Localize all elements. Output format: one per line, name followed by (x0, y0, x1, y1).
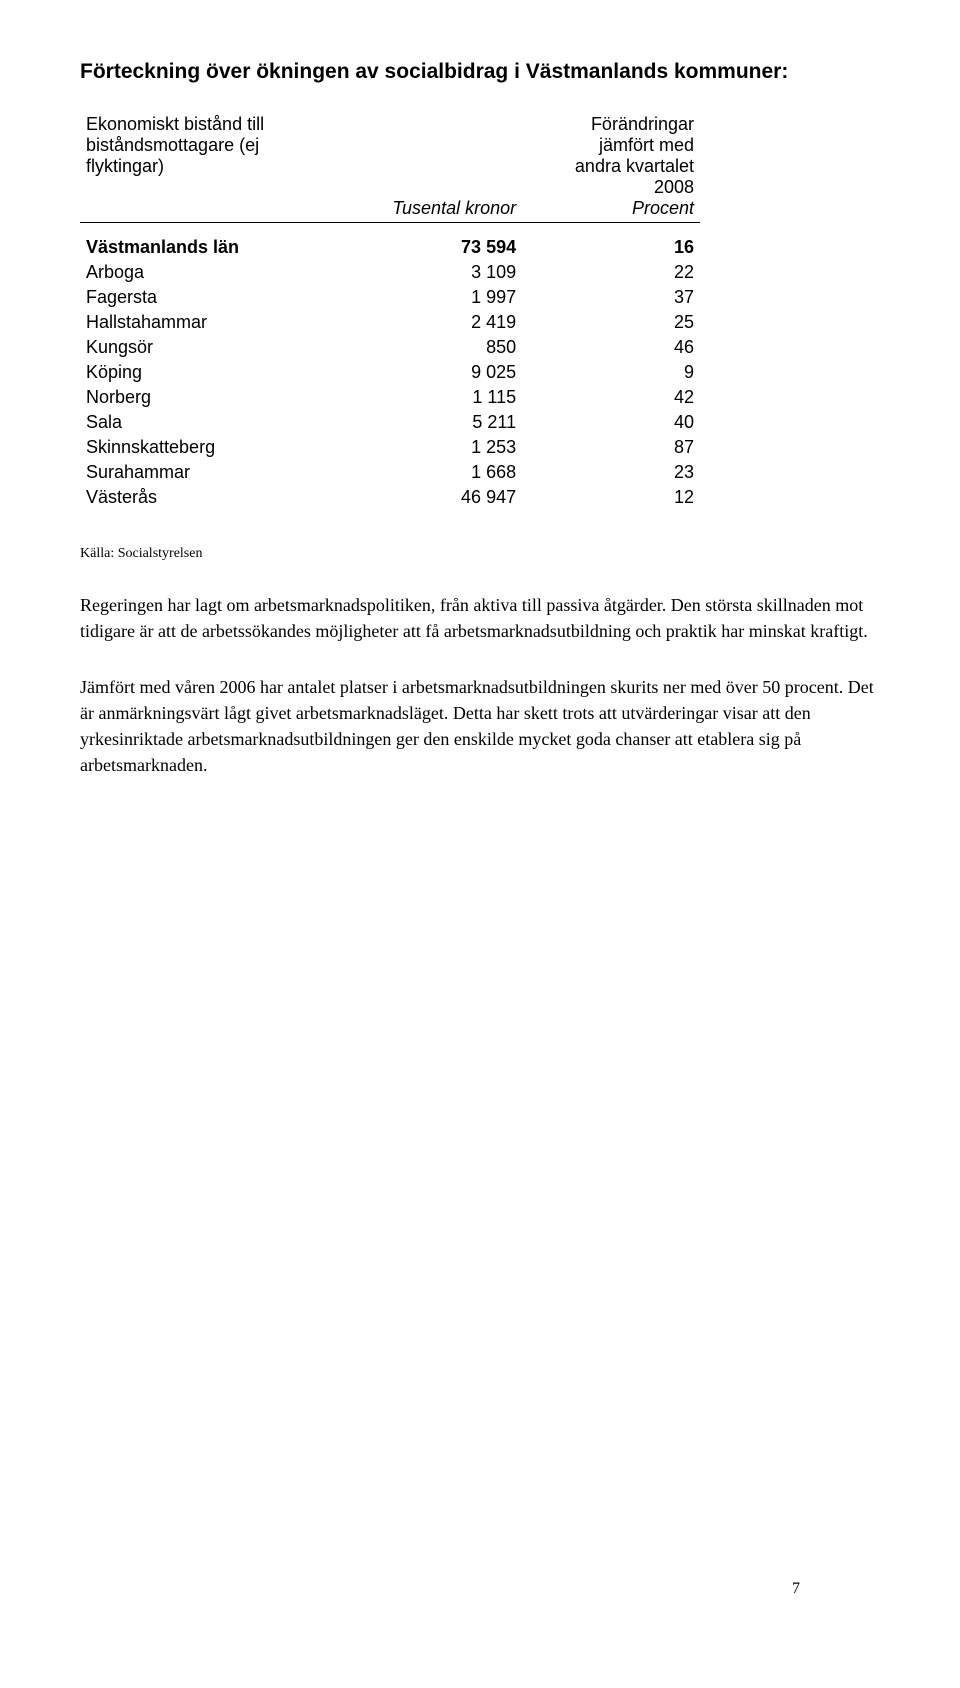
row-value-2: 16 (522, 235, 700, 260)
row-value-2: 42 (522, 385, 700, 410)
row-value-1: 73 594 (338, 235, 522, 260)
row-value-2: 22 (522, 260, 700, 285)
row-value-2: 87 (522, 435, 700, 460)
row-value-1: 2 419 (338, 310, 522, 335)
row-value-1: 1 997 (338, 285, 522, 310)
row-value-2: 37 (522, 285, 700, 310)
row-value-1: 9 025 (338, 360, 522, 385)
row-name: Köping (80, 360, 338, 385)
paragraph-2: Jämfört med våren 2006 har antalet plats… (80, 674, 880, 778)
table-row: Västmanlands län73 59416 (80, 235, 700, 260)
row-value-1: 1 668 (338, 460, 522, 485)
row-value-2: 46 (522, 335, 700, 360)
table-row: Hallstahammar2 41925 (80, 310, 700, 335)
row-name: Norberg (80, 385, 338, 410)
table-row: Arboga3 10922 (80, 260, 700, 285)
page-number: 7 (792, 1580, 800, 1598)
table-row: Skinnskatteberg1 25387 (80, 435, 700, 460)
row-value-2: 40 (522, 410, 700, 435)
row-value-1: 850 (338, 335, 522, 360)
row-name: Sala (80, 410, 338, 435)
row-name: Arboga (80, 260, 338, 285)
row-name: Skinnskatteberg (80, 435, 338, 460)
row-name: Västmanlands län (80, 235, 338, 260)
row-value-2: 25 (522, 310, 700, 335)
row-name: Kungsör (80, 335, 338, 360)
row-value-1: 5 211 (338, 410, 522, 435)
table-row: Sala5 21140 (80, 410, 700, 435)
table-row: Surahammar1 66823 (80, 460, 700, 485)
paragraph-1: Regeringen har lagt om arbetsmarknadspol… (80, 592, 880, 644)
table-header-right: Förändringar jämfört med andra kvartalet… (522, 112, 700, 221)
row-name: Västerås (80, 485, 338, 510)
table-header-left: Ekonomiskt bistånd till biståndsmottagar… (80, 112, 338, 221)
table-row: Kungsör85046 (80, 335, 700, 360)
page-title: Förteckning över ökningen av socialbidra… (80, 60, 880, 84)
row-value-1: 1 253 (338, 435, 522, 460)
row-value-2: 9 (522, 360, 700, 385)
row-value-1: 46 947 (338, 485, 522, 510)
row-name: Fagersta (80, 285, 338, 310)
row-name: Surahammar (80, 460, 338, 485)
table-row: Västerås46 94712 (80, 485, 700, 510)
row-value-2: 12 (522, 485, 700, 510)
table-row: Fagersta1 99737 (80, 285, 700, 310)
table-header-mid: Tusental kronor (338, 112, 522, 221)
row-value-1: 3 109 (338, 260, 522, 285)
table-row: Norberg1 11542 (80, 385, 700, 410)
source-text: Källa: Socialstyrelsen (80, 546, 880, 562)
row-value-2: 23 (522, 460, 700, 485)
data-table: Ekonomiskt bistånd till biståndsmottagar… (80, 112, 700, 510)
row-name: Hallstahammar (80, 310, 338, 335)
table-row: Köping9 0259 (80, 360, 700, 385)
row-value-1: 1 115 (338, 385, 522, 410)
